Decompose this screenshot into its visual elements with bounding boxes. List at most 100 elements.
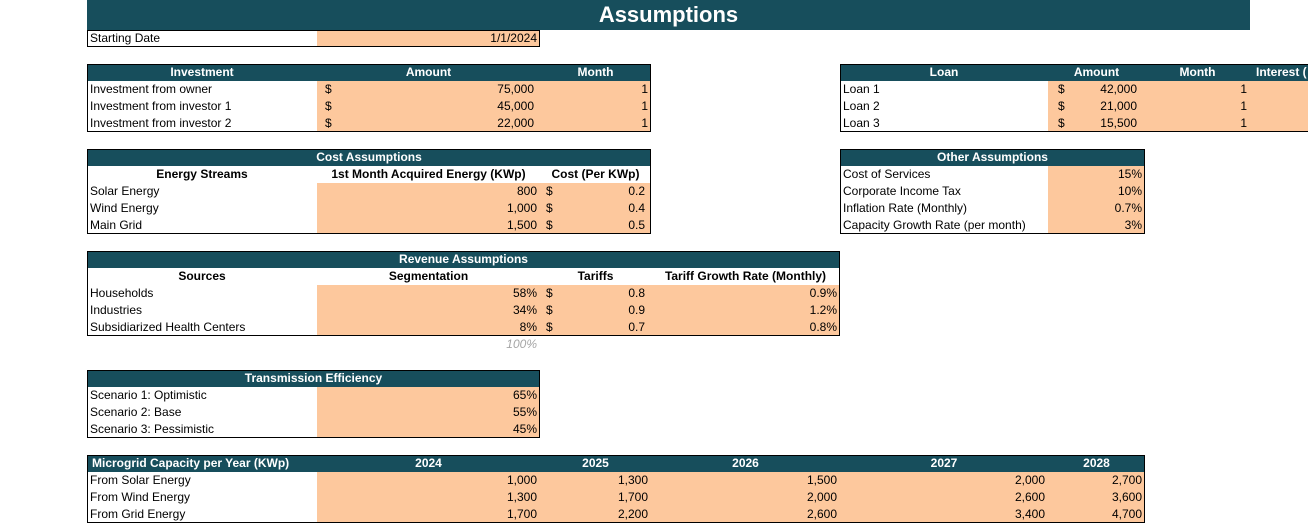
cell-value: 2,000 [806,490,837,504]
cell-value: 1,300 [617,473,648,487]
column-header: Tariff Growth Rate (Monthly) [664,269,827,283]
table-border [87,370,540,438]
cell-value: 42,000 [1100,82,1137,96]
table-border [87,149,651,234]
table-title: Revenue Assumptions [399,252,528,266]
cell-value: 0.7% [1114,201,1142,215]
cell-value: 22,000 [497,116,534,130]
cell-value: 1,000 [506,201,537,215]
table-border [840,64,1308,132]
cell-value: $ [1058,82,1065,96]
cell-value: 2,600 [806,507,837,521]
cell-value: 0.9 [628,303,645,317]
total-check: 100% [506,337,537,351]
row-label: From Solar Energy [90,473,191,487]
header-row [87,64,651,81]
row-label: Subsidiarized Health Centers [90,320,246,334]
cell-value: 4,700 [1111,507,1142,521]
cell-value: $ [1058,99,1065,113]
column-header: Sources [178,269,226,283]
column-header: Month [577,65,614,79]
cell-value: 3% [1124,218,1142,232]
column-header: Amount [405,65,452,79]
row-label: Scenario 3: Pessimistic [90,422,215,436]
row-label: Scenario 1: Optimistic [90,388,207,402]
column-header: Tariffs [577,269,614,283]
input-cell [317,30,540,47]
column-header: 2025 [582,456,609,470]
cell-value: 2,700 [1111,473,1142,487]
cell-value: 1,500 [806,473,837,487]
cell-value: 15% [1117,167,1142,181]
column-header: 2027 [930,456,958,470]
cell-value: $ [325,116,332,130]
row-label: From Wind Energy [90,490,191,504]
column-header: Investment [170,65,234,79]
input-cells [1048,81,1308,132]
cell-value: $ [546,286,553,300]
column-header: Cost (Per KWp) [551,167,640,181]
table-title: Cost Assumptions [316,150,422,164]
row-label: Households [90,286,154,300]
row-label: Corporate Income Tax [843,184,961,198]
cell-value: 65% [512,388,537,402]
table-title: Transmission Efficiency [244,371,383,385]
cell-value: 58% [512,286,537,300]
cell-value: 0.7 [628,320,645,334]
cell-value: $ [1058,116,1065,130]
row-label: Loan 2 [843,99,880,113]
header-row [87,370,540,387]
cell-value: 1 [641,116,648,130]
row-label: Main Grid [90,218,143,232]
cell-value: 8% [519,320,537,334]
cell-value: 800 [516,184,537,198]
row-label: Inflation Rate (Monthly) [843,201,968,215]
row-label: Cost of Services [843,167,931,181]
input-cells [317,81,651,132]
row-label: Starting Date [90,31,161,45]
header-row [87,455,1145,472]
cell-value: 2,600 [1014,490,1045,504]
cell-value: 0.4 [628,201,645,215]
cell-value: 21,000 [1100,99,1137,113]
column-header: Microgrid Capacity per Year (KWp) [92,456,290,470]
cell-value: $ [325,82,332,96]
cell-value: 3,400 [1014,507,1045,521]
row-label: From Grid Energy [90,507,186,521]
cell-value: $ [546,218,553,232]
cell-value: 1 [1240,99,1247,113]
cell-value: 2,200 [617,507,648,521]
cell-value: 0.8% [809,320,837,334]
cell-value: 1,700 [506,507,537,521]
cell-value: 3,600 [1111,490,1142,504]
cell-value: $ [546,303,553,317]
cell-value: $ [325,99,332,113]
input-cells [317,285,840,336]
row-label: Capacity Growth Rate (per month) [843,218,1026,232]
cell-value: $ [546,184,553,198]
cell-value: 1,700 [617,490,648,504]
row-label: Investment from owner [90,82,213,96]
cell-value: $ [546,320,553,334]
row-label: Investment from investor 2 [90,116,232,130]
table-border [87,64,651,132]
input-cells [317,472,1145,523]
cell-value: 1 [641,82,648,96]
cell-value: 1 [1240,116,1247,130]
table-border [87,455,1145,523]
cell-value: 10% [1117,184,1142,198]
row-label: Industries [90,303,143,317]
row-label: Scenario 2: Base [90,405,182,419]
table-border [840,149,1145,234]
row-label: Investment from investor 1 [90,99,232,113]
cell-value: 1,300 [506,490,537,504]
cell-value: 1,500 [506,218,537,232]
cell-value: 75,000 [497,82,534,96]
cell-value: 34% [512,303,537,317]
cell-value: 0.9% [809,286,837,300]
column-header: 2024 [415,456,442,470]
cell-value: 1 [641,99,648,113]
column-header: 2026 [732,456,759,470]
cell-value: 45,000 [497,99,534,113]
